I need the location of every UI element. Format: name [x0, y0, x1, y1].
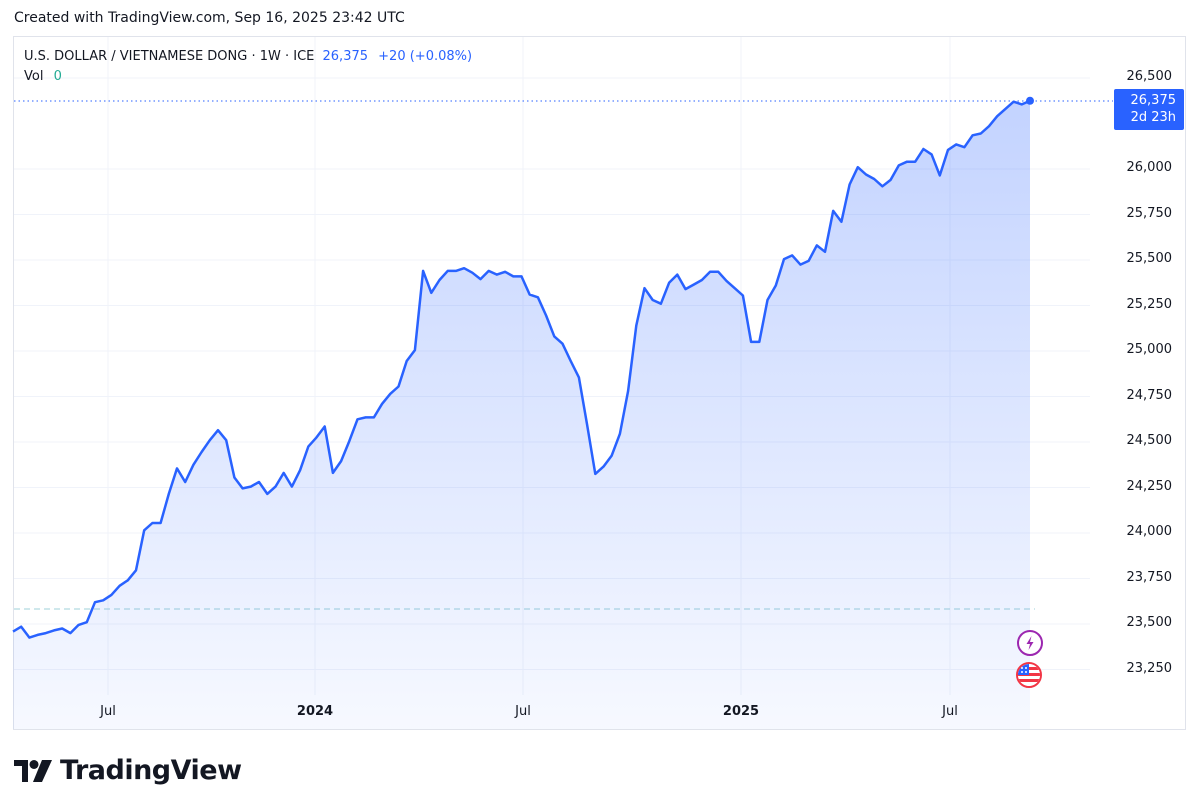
volume-label[interactable]: Vol	[24, 69, 44, 84]
chart-legend: U.S. DOLLAR / VIETNAMESE DONG · 1W · ICE…	[24, 47, 472, 87]
price-area-fill	[13, 100, 1030, 730]
price-line	[12, 99, 1031, 639]
price-axis-label: 26,500	[1126, 69, 1173, 84]
price-tag-value: 26,375	[1130, 93, 1177, 108]
price-axis-label: 23,750	[1126, 569, 1173, 585]
price-axis-label: 25,750	[1126, 205, 1173, 221]
legend-change: +20 (+0.08%)	[378, 49, 473, 64]
price-axis-label: 25,250	[1126, 296, 1173, 312]
volume-value: 0	[53, 69, 62, 84]
price-tag-countdown: 2d 23h	[1130, 110, 1176, 125]
price-axis-label: 25,500	[1126, 251, 1173, 266]
last-price-marker	[1026, 96, 1034, 105]
last-price-tag: 26,375 2d 23h	[1114, 89, 1184, 130]
price-axis-label: 24,000	[1126, 524, 1173, 539]
price-axis-label: 23,250	[1126, 660, 1173, 676]
created-with-credit: Created with TradingView.com, Sep 16, 20…	[14, 10, 405, 26]
lightning-icon[interactable]	[1017, 630, 1043, 656]
symbol-description[interactable]: U.S. DOLLAR / VIETNAMESE DONG · 1W · ICE	[24, 49, 315, 64]
legend-last-price: 26,375	[322, 49, 369, 64]
time-axis-label: Jul	[515, 704, 531, 719]
tradingview-logo[interactable]: TradingView	[14, 755, 242, 786]
time-axis-label: Jul	[942, 704, 958, 719]
tradingview-logo-text: TradingView	[60, 755, 242, 786]
time-axis-label: 2025	[722, 704, 760, 719]
price-axis-label: 23,500	[1126, 615, 1173, 630]
price-axis-label: 26,000	[1126, 160, 1173, 175]
price-axis-label: 24,750	[1126, 387, 1173, 403]
time-axis-label: Jul	[100, 704, 116, 719]
us-flag-icon[interactable]	[1016, 662, 1042, 688]
chart-frame	[13, 36, 1186, 730]
price-axis-label: 25,000	[1126, 342, 1173, 357]
time-axis-label: 2024	[296, 704, 334, 719]
price-axis-label: 24,250	[1126, 478, 1173, 494]
price-axis-label: 24,500	[1126, 433, 1173, 448]
tradingview-logo-icon	[14, 759, 52, 782]
